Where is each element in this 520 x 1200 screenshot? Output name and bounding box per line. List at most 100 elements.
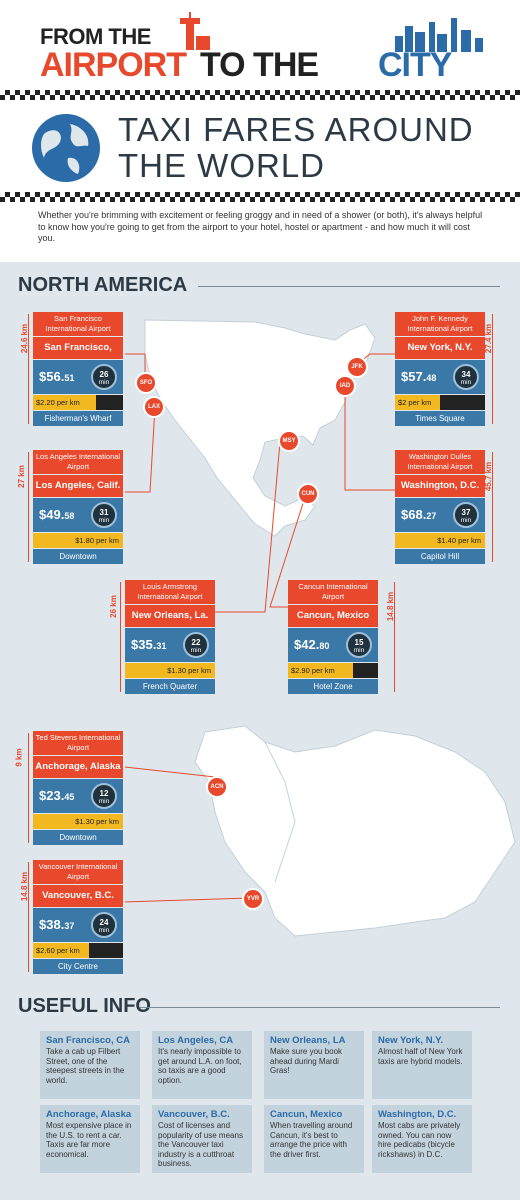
- card-price: $42.80: [294, 637, 329, 652]
- clock-icon: 24 min: [91, 912, 117, 938]
- card-price-block: $56.51 26 min: [33, 360, 123, 394]
- canada-alaska-map: [194, 725, 516, 937]
- info-text: Most cabs are privately owned. You can n…: [378, 1121, 461, 1159]
- pin-sfo[interactable]: SFO: [135, 372, 157, 394]
- pin-iad[interactable]: IAD: [334, 375, 356, 397]
- card-min-label: min: [460, 379, 472, 386]
- card-city: Anchorage, Alaska: [33, 756, 123, 778]
- connector-lines: [124, 353, 395, 903]
- pin-lax[interactable]: LAX: [143, 396, 165, 418]
- card-airport-name: Vancouver International Airport: [33, 860, 123, 884]
- info-text: Most expensive place in the U.S. to rent…: [46, 1121, 132, 1159]
- clock-icon: 31 min: [91, 502, 117, 528]
- card-destination: Times Square: [395, 411, 485, 426]
- info-box: Vancouver, B.C. Cost of licenses and popu…: [152, 1105, 252, 1173]
- header: FROM THE AIRPORT TO THE CITY TAXI FARES …: [0, 0, 520, 258]
- distance-tick: [120, 582, 121, 692]
- card-price-block: $38.37 24 min: [33, 908, 123, 942]
- info-text: Make sure you book ahead during Mardi Gr…: [270, 1047, 343, 1075]
- card-price-cents: 45: [64, 792, 75, 802]
- pin-yvr[interactable]: YVR: [242, 888, 264, 910]
- fare-card: Ted Stevens International Airport Anchora…: [33, 731, 123, 845]
- card-price-cents: 37: [64, 921, 75, 931]
- card-price-block: $42.80 15 min: [288, 628, 378, 662]
- info-title: New Orleans, LA: [270, 1035, 346, 1046]
- title-to-the: TO THE: [200, 46, 319, 84]
- card-minutes: 15: [354, 638, 364, 647]
- card-price: $23.45: [39, 788, 74, 803]
- title-airport: AIRPORT: [40, 46, 187, 84]
- card-airport-name: John F. Kennedy International Airport: [395, 312, 485, 336]
- pin-acn[interactable]: ACN: [206, 776, 228, 798]
- pin-msy[interactable]: MSY: [278, 430, 300, 452]
- card-rate-bar: $1.30 per km: [33, 814, 123, 829]
- card-airport-name: Washington Dulles International Airport: [395, 450, 485, 474]
- section-rule: [198, 286, 500, 287]
- card-price: $56.51: [39, 369, 74, 384]
- city-skyline-icon: [395, 18, 483, 52]
- card-price-cents: 27: [426, 511, 437, 521]
- pin-cun[interactable]: CUN: [297, 483, 319, 505]
- info-title: San Francisco, CA: [46, 1035, 130, 1046]
- pin-jfk[interactable]: JFK: [346, 356, 368, 378]
- card-price-main: $23.: [39, 788, 65, 803]
- card-price-block: $35.31 22 min: [125, 628, 215, 662]
- card-city: Cancun, Mexico: [288, 605, 378, 627]
- info-text: Take a cab up Filbert Street, one of the…: [46, 1047, 125, 1085]
- clock-icon: 15 min: [346, 632, 372, 658]
- info-title: Cancun, Mexico: [270, 1109, 343, 1120]
- card-rate-fill: [33, 943, 89, 958]
- card-distance: 14.8 km: [386, 591, 396, 622]
- card-city: New Orleans, La.: [125, 605, 215, 627]
- card-price-block: $49.58 31 min: [33, 498, 123, 532]
- distance-tick: [492, 452, 493, 562]
- info-title: Washington, D.C.: [378, 1109, 457, 1120]
- info-box: New Orleans, LA Make sure you book ahead …: [264, 1031, 364, 1099]
- card-destination: Fisherman's Wharf: [33, 411, 123, 426]
- card-rate-bar: $1.80 per km: [33, 533, 123, 548]
- card-price-cents: 58: [64, 511, 75, 521]
- card-price-cents: 48: [426, 373, 437, 383]
- card-rate-bar: $2.60 per km: [33, 943, 123, 958]
- info-box: Los Angeles, CA It's nearly impossible to…: [152, 1031, 252, 1099]
- distance-tick: [492, 314, 493, 424]
- card-rate: $2.60 per km: [36, 946, 80, 955]
- card-rate-fill: [395, 395, 440, 410]
- info-text: Cost of licenses and popularity of use m…: [158, 1121, 243, 1168]
- title-city: CITY: [378, 46, 452, 84]
- card-minutes: 12: [99, 789, 109, 798]
- card-price-main: $35.: [131, 637, 157, 652]
- info-title: Los Angeles, CA: [158, 1035, 234, 1046]
- title-from-the: FROM THE: [40, 24, 151, 49]
- distance-tick: [28, 862, 29, 972]
- clock-icon: 12 min: [91, 783, 117, 809]
- info-box: Cancun, Mexico When travelling around Can…: [264, 1105, 364, 1173]
- card-min-label: min: [353, 647, 365, 654]
- card-airport-name: Ted Stevens International Airport: [33, 731, 123, 755]
- clock-icon: 37 min: [453, 502, 479, 528]
- card-rate-bar: $2.20 per km: [33, 395, 123, 410]
- card-price: $35.31: [131, 637, 166, 652]
- distance-tick: [394, 582, 395, 692]
- info-box: Washington, D.C. Most cabs are privately …: [372, 1105, 472, 1173]
- card-city: Los Angeles, Calif.: [33, 475, 123, 497]
- info-box: Anchorage, Alaska Most expensive place in…: [40, 1105, 140, 1173]
- card-price-block: $68.27 37 min: [395, 498, 485, 532]
- card-minutes: 31: [99, 508, 109, 517]
- card-rate: $1.40 per km: [437, 536, 481, 545]
- subtitle-line2: THE WORLD: [118, 147, 325, 184]
- clock-icon: 26 min: [91, 364, 117, 390]
- clock-icon: 34 min: [453, 364, 479, 390]
- card-airport-name: Los Angeles International Airport: [33, 450, 123, 474]
- card-airport-name: Louis Armstrong International Airport: [125, 580, 215, 604]
- card-minutes: 37: [461, 508, 471, 517]
- card-rate: $1.30 per km: [167, 666, 211, 675]
- card-rate-fill: [125, 663, 215, 678]
- airport-tower-icon: [180, 12, 210, 50]
- main-section: NORTH AMERICA SFO LAX JFK IAD MSY CUN AC…: [0, 262, 520, 1200]
- card-destination: French Quarter: [125, 679, 215, 694]
- fare-card: Los Angeles International Airport Los Ang…: [33, 450, 123, 564]
- card-distance: 14.8 km: [20, 871, 30, 902]
- card-price-main: $57.: [401, 369, 427, 384]
- card-min-label: min: [98, 798, 110, 805]
